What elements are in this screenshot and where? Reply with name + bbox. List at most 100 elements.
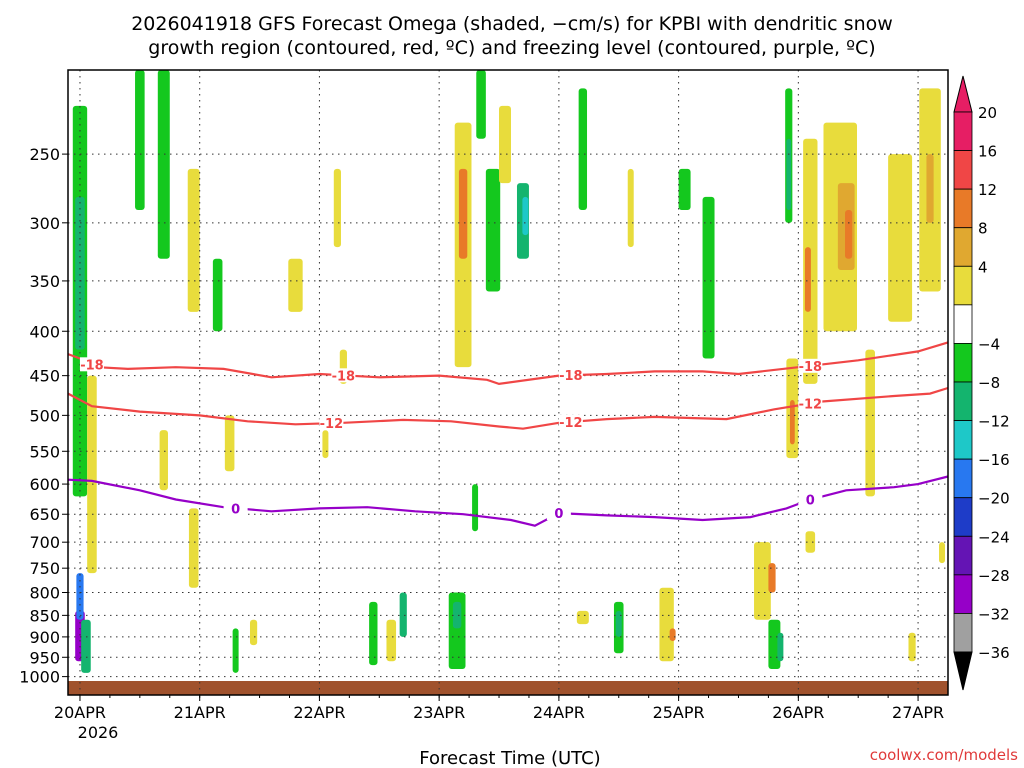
xtick-label-21APR: 21APR: [174, 703, 226, 722]
omega-region-20: [485, 168, 501, 292]
omega-region-48: [789, 399, 795, 445]
contour-label-0-1: -18: [332, 369, 356, 384]
omega-region-6: [135, 70, 145, 211]
colorbar-label-1: 16: [978, 143, 997, 161]
ytick-label-1000: 1000: [19, 668, 60, 687]
colorbar-label-3: 8: [978, 220, 988, 238]
omega-region-51: [845, 210, 853, 259]
omega-region-7: [157, 70, 170, 259]
contour-label-bg-2-0: [223, 501, 248, 516]
colorbar-swatch-1: [953, 150, 973, 190]
omega-region-15: [333, 168, 341, 248]
omega-region-59: [159, 430, 168, 491]
ytick-label-700: 700: [29, 533, 60, 552]
ytick-label-550: 550: [29, 442, 60, 461]
ytick-label-300: 300: [29, 214, 60, 233]
ytick-label-500: 500: [29, 406, 60, 425]
omega-region-44: [786, 138, 792, 211]
contour-label-1-1: -12: [559, 416, 583, 431]
xtick-label-20APR: 20APR: [54, 703, 106, 722]
ytick-label-750: 750: [29, 559, 60, 578]
ytick-label-600: 600: [29, 475, 60, 494]
omega-region-31: [627, 168, 634, 248]
omega-region-28: [386, 619, 397, 662]
omega-region-52: [888, 154, 913, 322]
contour-label-1-2: -12: [799, 397, 823, 412]
ytick-label-400: 400: [29, 322, 60, 341]
chart-title-line2: growth region (contoured, red, ºC) and f…: [148, 37, 875, 59]
xtick-label-25APR: 25APR: [653, 703, 705, 722]
omega-region-46: [804, 247, 811, 312]
ytick-label-850: 850: [29, 606, 60, 625]
colorbar-swatch-3: [953, 227, 973, 267]
contour-label-0-2: -18: [559, 369, 583, 384]
omega-region-12: [232, 628, 239, 673]
omega-region-37: [659, 587, 674, 662]
colorbar-swatch-8: [953, 420, 973, 460]
omega-region-2: [87, 375, 97, 574]
contour-label-bg-0-2: [558, 368, 583, 383]
omega-region-27: [399, 592, 407, 637]
plot-frame: [67, 69, 949, 696]
omega-region-42: [768, 563, 776, 593]
contour-label-bg-1-1: [558, 414, 583, 429]
omega-region-23: [499, 105, 511, 184]
credit-text: coolwx.com/models: [870, 746, 1018, 764]
omega-region-5: [81, 619, 91, 673]
colorbar-label-5: −4: [978, 335, 1000, 353]
omega-region-9: [212, 258, 223, 332]
x-year-label: 2026: [78, 723, 119, 742]
contour-label-bg-0-1: [331, 368, 356, 383]
omega-region-33: [678, 168, 691, 211]
colorbar-swatch-13: [953, 613, 973, 653]
contour-label-0-0: -18: [80, 358, 104, 373]
omega-region-32: [702, 196, 715, 359]
omega-region-29: [472, 484, 479, 532]
x-axis-title: Forecast Time (UTC): [419, 748, 600, 768]
omega-region-30: [578, 88, 588, 211]
omega-region-38: [669, 628, 676, 642]
contour-label-2-0: 0: [231, 502, 240, 517]
colorbar-label-7: −12: [978, 413, 1010, 431]
xtick-label-26APR: 26APR: [772, 703, 824, 722]
xtick-label-24APR: 24APR: [533, 703, 585, 722]
pressure-axis: 250 300 350 400 450 500 550 600 650 700 750 800 850 9…: [19, 145, 68, 687]
colorbar-swatch-0: [953, 111, 973, 151]
omega-region-60: [322, 430, 329, 459]
surface-ground: [68, 681, 948, 695]
contour-line-0: [67, 341, 949, 386]
omega-region-13: [249, 619, 258, 646]
colorbar-label-10: −24: [978, 528, 1010, 546]
omega-region-1: [75, 196, 85, 350]
contour-label-bg-0-0: [79, 357, 104, 372]
omega-region-18: [458, 168, 468, 259]
contour-label-bg-1-2: [798, 396, 823, 411]
time-axis: 20APR 21APR 22APR 23APR 24APR 25APR 26APR 27APR: [54, 695, 944, 722]
colorbar-swatch-6: [953, 343, 973, 383]
omega-region-10: [188, 508, 199, 588]
omega-region-39: [768, 619, 781, 669]
omega-region-41: [754, 542, 771, 620]
colorbar-label-11: −28: [978, 567, 1010, 585]
colorbar-label-6: −8: [978, 374, 1000, 392]
omega-region-26: [369, 601, 378, 666]
gridlines: [68, 70, 948, 695]
omega-region-36: [576, 610, 589, 625]
xtick-label-22APR: 22APR: [293, 703, 345, 722]
colorbar: 20 16 12 8 4 −4 −8 −12 −16 −20 −24 −28 −32 −36: [953, 75, 1010, 691]
omega-region-55: [865, 349, 875, 497]
omega-region-4: [76, 573, 84, 620]
colorbar-label-0: 20: [978, 104, 997, 122]
colorbar-label-13: −36: [978, 644, 1010, 662]
colorbar-swatch-2: [953, 188, 973, 229]
omega-shading: [72, 70, 946, 673]
omega-region-11: [224, 415, 235, 472]
colorbar-swatch-11: [953, 535, 973, 576]
contour-label-bg-2-1: [546, 506, 571, 521]
ytick-label-250: 250: [29, 145, 60, 164]
colorbar-swatch-10: [953, 497, 973, 537]
contour-label-0-3: -18: [799, 360, 823, 375]
colorbar-bottom-arrow: [953, 651, 973, 691]
omega-region-14: [288, 258, 303, 312]
omega-region-57: [939, 542, 946, 564]
